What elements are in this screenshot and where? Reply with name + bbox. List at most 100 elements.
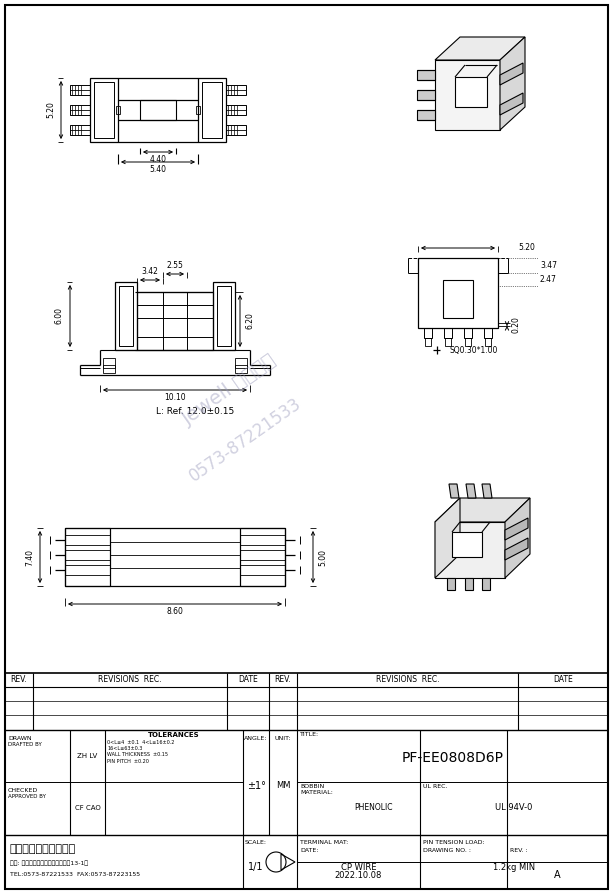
Text: WALL THICKNESS  ±0.15: WALL THICKNESS ±0.15 xyxy=(107,753,168,757)
Text: 8.60: 8.60 xyxy=(167,608,183,617)
Text: 1.2kg MIN: 1.2kg MIN xyxy=(493,863,535,872)
Bar xyxy=(115,282,137,350)
Text: A: A xyxy=(554,870,561,880)
Text: 2.47: 2.47 xyxy=(540,275,557,284)
Bar xyxy=(226,105,246,115)
Polygon shape xyxy=(482,484,492,498)
Polygon shape xyxy=(505,518,528,540)
Polygon shape xyxy=(449,484,459,498)
Bar xyxy=(484,328,492,338)
Bar xyxy=(65,550,110,560)
Text: REV.: REV. xyxy=(275,676,291,685)
Bar xyxy=(65,528,285,586)
Bar xyxy=(70,105,90,115)
Bar xyxy=(70,125,90,135)
Bar xyxy=(418,258,498,328)
Text: TEL:0573-87221533  FAX:0573-87223155: TEL:0573-87221533 FAX:0573-87223155 xyxy=(10,872,140,876)
Bar xyxy=(5,673,608,889)
Text: SCALE:: SCALE: xyxy=(245,840,267,846)
Bar xyxy=(226,125,246,135)
Text: CF CAO: CF CAO xyxy=(75,805,101,811)
Text: 1/1: 1/1 xyxy=(248,862,264,872)
Bar xyxy=(202,82,222,138)
Text: TITLE:: TITLE: xyxy=(300,732,319,738)
Bar xyxy=(240,528,285,586)
Bar xyxy=(452,532,482,557)
Bar xyxy=(65,565,110,575)
Text: ±1°: ±1° xyxy=(246,781,265,791)
Bar xyxy=(226,85,246,95)
Text: 4.40: 4.40 xyxy=(150,156,167,164)
Bar xyxy=(443,280,473,318)
Text: 5.20: 5.20 xyxy=(47,102,56,118)
Text: 5.00: 5.00 xyxy=(319,549,327,566)
Text: 6.20: 6.20 xyxy=(245,313,254,329)
Text: REVISIONS  REC.: REVISIONS REC. xyxy=(98,676,162,685)
Bar xyxy=(444,328,452,338)
Text: 0.20: 0.20 xyxy=(511,316,520,333)
Bar xyxy=(447,578,455,590)
Text: 地址: 浙江省海宁市盐官镇园区四路13-1号: 地址: 浙江省海宁市盐官镇园区四路13-1号 xyxy=(10,860,88,865)
Text: Jewell 海宁捷晖: Jewell 海宁捷晖 xyxy=(180,350,281,429)
Text: PIN TENSION LOAD:: PIN TENSION LOAD: xyxy=(423,840,485,846)
Bar xyxy=(65,528,110,586)
Text: TOLERANCES: TOLERANCES xyxy=(148,732,200,738)
Text: UL REC.: UL REC. xyxy=(423,785,447,789)
Text: 16<L≤63±0.3: 16<L≤63±0.3 xyxy=(107,746,142,751)
Text: ZH LV: ZH LV xyxy=(77,753,97,759)
Bar xyxy=(417,110,435,120)
Text: SQ0.30*1.00: SQ0.30*1.00 xyxy=(450,345,498,355)
Bar xyxy=(235,365,247,373)
Text: DATE: DATE xyxy=(553,676,573,685)
Polygon shape xyxy=(435,37,525,60)
Text: TERMINAL MAT:: TERMINAL MAT: xyxy=(300,840,348,846)
Text: BOBBIN: BOBBIN xyxy=(300,785,324,789)
Bar xyxy=(464,328,472,338)
Text: MATERIAL:: MATERIAL: xyxy=(300,790,333,796)
Bar xyxy=(119,286,133,346)
Text: 3.42: 3.42 xyxy=(142,267,158,276)
Text: REV.: REV. xyxy=(10,676,28,685)
Text: 7.40: 7.40 xyxy=(26,549,34,566)
Text: UL 94V-0: UL 94V-0 xyxy=(495,804,533,813)
Polygon shape xyxy=(500,93,523,115)
Text: 0573-87221533: 0573-87221533 xyxy=(186,394,305,485)
Bar xyxy=(196,106,200,114)
Bar xyxy=(116,106,120,114)
Bar xyxy=(485,338,491,346)
Bar xyxy=(445,338,451,346)
Text: 6.00: 6.00 xyxy=(55,308,64,325)
Bar xyxy=(94,82,114,138)
Text: 2022.10.08: 2022.10.08 xyxy=(335,871,382,880)
Text: 5.40: 5.40 xyxy=(150,165,167,174)
Bar xyxy=(240,535,285,545)
Text: CP WIRE: CP WIRE xyxy=(341,863,376,872)
Bar xyxy=(240,565,285,575)
Bar xyxy=(425,338,431,346)
Text: 5.20: 5.20 xyxy=(518,243,535,252)
Bar xyxy=(65,535,110,545)
Bar xyxy=(465,578,473,590)
Text: DRAFTED BY: DRAFTED BY xyxy=(8,741,42,746)
Text: PHENOLIC: PHENOLIC xyxy=(354,804,393,813)
Polygon shape xyxy=(500,37,525,130)
Text: DRAWING NO. :: DRAWING NO. : xyxy=(423,848,471,853)
Bar xyxy=(424,328,432,338)
Text: REV. :: REV. : xyxy=(510,848,528,853)
Text: ANGLE:: ANGLE: xyxy=(245,736,268,740)
Bar xyxy=(465,338,471,346)
Bar xyxy=(482,578,490,590)
Bar xyxy=(213,282,235,350)
Text: 2.55: 2.55 xyxy=(167,262,183,271)
Text: 海宁捧晖电子有限公司: 海宁捧晖电子有限公司 xyxy=(10,844,76,854)
Bar xyxy=(70,85,90,95)
Bar xyxy=(103,358,115,368)
Text: L: Ref. 12.0±0.15: L: Ref. 12.0±0.15 xyxy=(156,408,234,417)
Text: PIN PITCH  ±0.20: PIN PITCH ±0.20 xyxy=(107,759,149,764)
Text: 10.10: 10.10 xyxy=(164,393,186,402)
Polygon shape xyxy=(435,498,530,522)
Bar xyxy=(198,78,226,142)
Bar xyxy=(90,78,118,142)
Text: DATE:: DATE: xyxy=(300,848,318,853)
Bar xyxy=(417,70,435,80)
